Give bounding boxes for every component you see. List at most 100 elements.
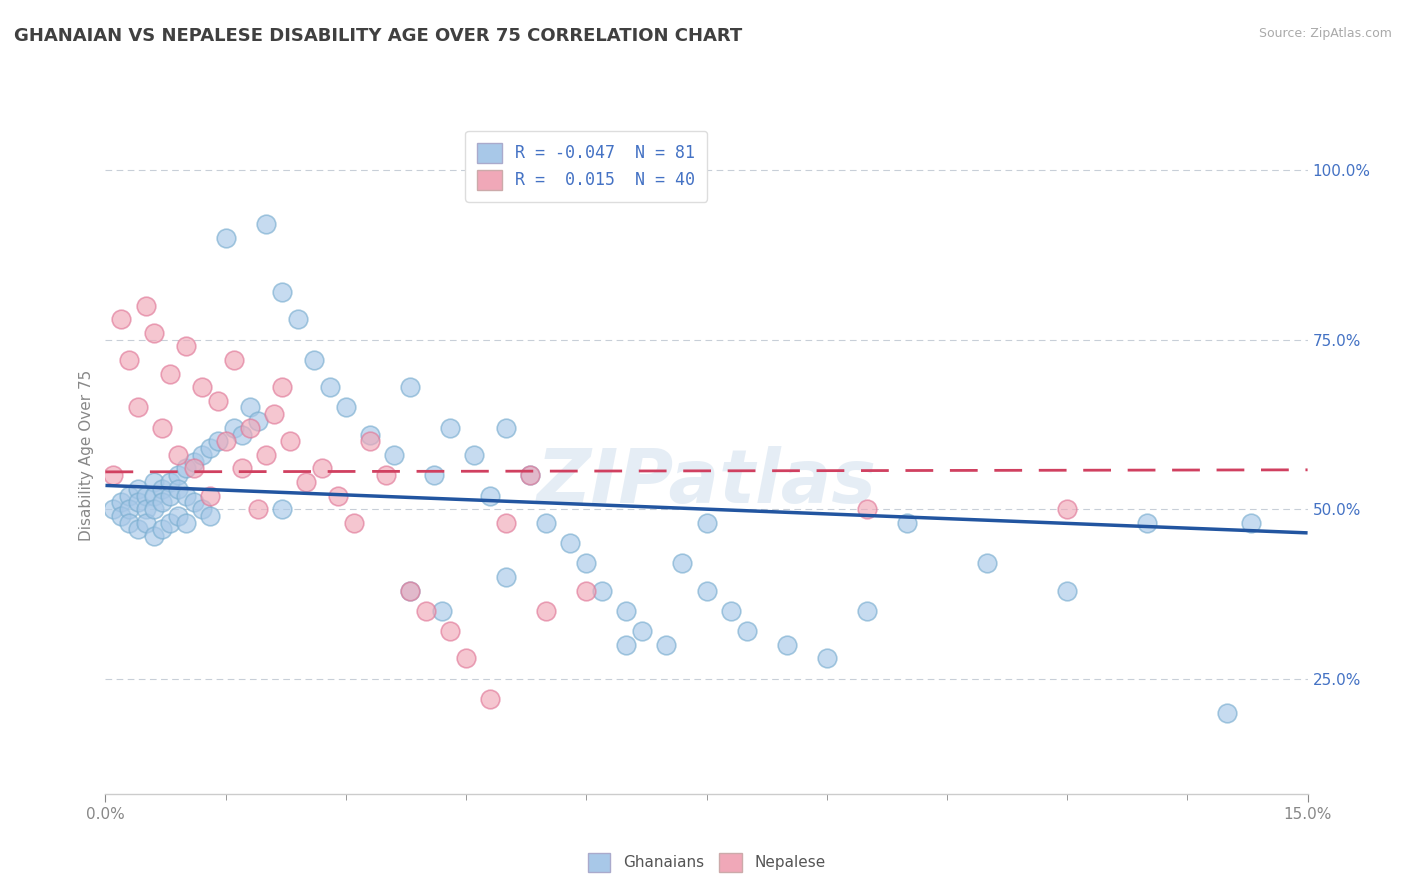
Point xyxy=(254,448,277,462)
Point xyxy=(142,489,165,503)
Point xyxy=(127,495,149,509)
Point xyxy=(1240,516,1263,530)
Point xyxy=(110,495,132,509)
Point xyxy=(239,421,262,435)
Point xyxy=(495,516,517,530)
Point xyxy=(343,516,366,530)
Point xyxy=(150,482,173,496)
Point xyxy=(415,604,437,618)
Point xyxy=(263,407,285,421)
Point xyxy=(127,482,149,496)
Point xyxy=(671,557,693,571)
Point xyxy=(142,502,165,516)
Point xyxy=(495,421,517,435)
Point xyxy=(159,516,181,530)
Point xyxy=(423,468,446,483)
Point xyxy=(142,475,165,489)
Point xyxy=(207,434,229,449)
Point xyxy=(311,461,333,475)
Point xyxy=(118,353,141,368)
Point xyxy=(190,502,212,516)
Point xyxy=(270,502,292,516)
Point xyxy=(103,468,125,483)
Point xyxy=(190,448,212,462)
Point xyxy=(287,312,309,326)
Point xyxy=(479,692,502,706)
Point xyxy=(815,651,838,665)
Point xyxy=(534,604,557,618)
Point xyxy=(359,434,381,449)
Point xyxy=(302,353,325,368)
Point xyxy=(222,421,245,435)
Point xyxy=(655,638,678,652)
Point xyxy=(575,583,598,598)
Point xyxy=(118,502,141,516)
Point xyxy=(1216,706,1239,720)
Point xyxy=(399,583,422,598)
Point xyxy=(382,448,405,462)
Point xyxy=(239,401,262,415)
Point xyxy=(278,434,301,449)
Point xyxy=(198,441,221,455)
Point xyxy=(374,468,398,483)
Point xyxy=(246,502,269,516)
Text: ZIPatlas: ZIPatlas xyxy=(537,445,876,518)
Point xyxy=(616,638,638,652)
Point xyxy=(166,508,188,523)
Point xyxy=(295,475,318,489)
Point xyxy=(183,461,205,475)
Point xyxy=(399,583,422,598)
Point xyxy=(214,231,236,245)
Point xyxy=(319,380,342,394)
Point xyxy=(207,393,229,408)
Point xyxy=(855,604,877,618)
Legend: Ghanaians, Nepalese: Ghanaians, Nepalese xyxy=(582,847,831,878)
Point xyxy=(150,495,173,509)
Point xyxy=(495,570,517,584)
Point xyxy=(214,434,236,449)
Point xyxy=(135,502,157,516)
Point xyxy=(335,401,357,415)
Point xyxy=(183,455,205,469)
Point xyxy=(127,401,149,415)
Point xyxy=(118,489,141,503)
Point xyxy=(159,475,181,489)
Point xyxy=(591,583,613,598)
Point xyxy=(1056,502,1078,516)
Point xyxy=(150,523,173,537)
Point xyxy=(159,367,181,381)
Point xyxy=(166,448,188,462)
Point xyxy=(135,489,157,503)
Point xyxy=(254,218,277,232)
Point xyxy=(135,516,157,530)
Point xyxy=(519,468,541,483)
Point xyxy=(174,489,197,503)
Point xyxy=(198,489,221,503)
Point xyxy=(534,516,557,530)
Point xyxy=(359,427,381,442)
Point xyxy=(198,508,221,523)
Point xyxy=(326,489,349,503)
Point xyxy=(127,523,149,537)
Point xyxy=(896,516,918,530)
Point xyxy=(190,380,212,394)
Point xyxy=(150,421,173,435)
Y-axis label: Disability Age Over 75: Disability Age Over 75 xyxy=(79,369,94,541)
Point xyxy=(616,604,638,618)
Point xyxy=(696,516,718,530)
Point xyxy=(231,461,253,475)
Point xyxy=(976,557,998,571)
Point xyxy=(454,651,477,665)
Point xyxy=(246,414,269,428)
Point xyxy=(270,380,292,394)
Point xyxy=(103,502,125,516)
Point xyxy=(430,604,453,618)
Point xyxy=(231,427,253,442)
Text: Source: ZipAtlas.com: Source: ZipAtlas.com xyxy=(1258,27,1392,40)
Point xyxy=(183,495,205,509)
Point xyxy=(399,380,422,394)
Point xyxy=(696,583,718,598)
Point xyxy=(142,529,165,543)
Point xyxy=(159,489,181,503)
Point xyxy=(439,421,461,435)
